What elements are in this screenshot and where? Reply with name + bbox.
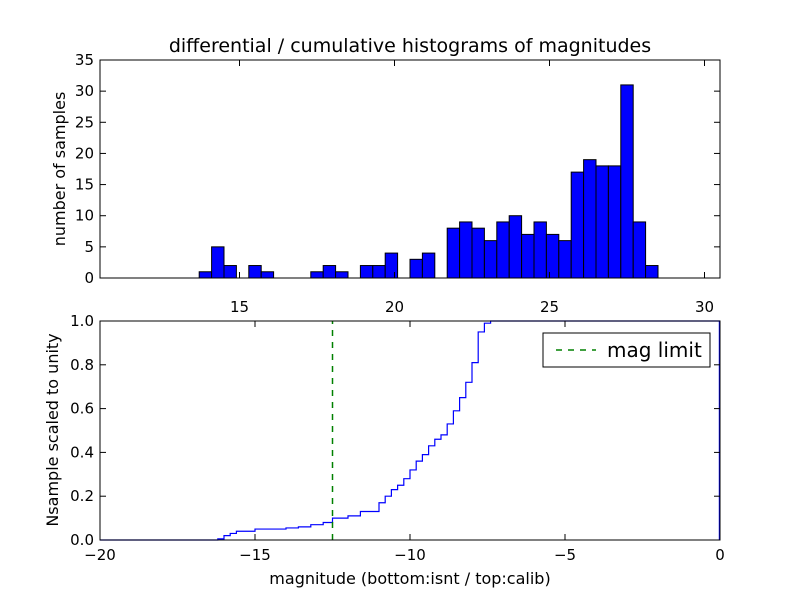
x-tick-label: 20 (385, 298, 404, 316)
histogram-bar (508, 215, 523, 279)
histogram-bar (421, 252, 436, 279)
histogram-bar (372, 265, 386, 279)
bottom-y-ticks: 0.0 0.2 0.4 0.6 0.8 1.0 (70, 312, 720, 549)
histogram-bars (198, 84, 659, 279)
histogram-bar (310, 271, 324, 279)
histogram-bar (545, 233, 560, 279)
histogram-bar (335, 271, 349, 279)
histogram-bar (632, 221, 647, 279)
histogram-bar (607, 165, 622, 279)
y-tick-label: 35 (75, 51, 94, 69)
x-tick-label: −10 (394, 546, 426, 564)
x-tick-label: −20 (84, 546, 116, 564)
chart-title: differential / cumulative histograms of … (169, 35, 651, 57)
histogram-bar (198, 271, 213, 279)
x-tick-label: 0 (715, 546, 725, 564)
y-tick-label: 0 (84, 269, 94, 287)
histogram-bar (583, 159, 597, 279)
x-tick-label: −15 (239, 546, 271, 564)
histogram-bar (322, 265, 337, 279)
histogram-bar (521, 233, 535, 279)
histogram-bar (446, 227, 461, 279)
bottom-x-axis-label: magnitude (bottom:isnt / top:calib) (269, 569, 550, 588)
top-y-ticks: 0 5 10 15 20 25 30 35 (75, 51, 720, 287)
y-tick-label: 1.0 (70, 312, 94, 330)
y-tick-label: 0.8 (70, 356, 94, 374)
y-tick-label: 0.6 (70, 400, 94, 418)
x-tick-label: 30 (695, 298, 714, 316)
y-tick-label: 5 (84, 238, 94, 256)
histogram-bar (211, 246, 225, 279)
histogram-bar (483, 240, 498, 279)
histogram-bar (223, 265, 237, 279)
y-tick-label: 20 (75, 144, 94, 162)
top-axes-frame (99, 59, 721, 279)
y-tick-label: 10 (75, 207, 94, 225)
histogram-bar (533, 221, 547, 279)
histogram-bar (570, 171, 585, 279)
bottom-x-ticks: −20 −15 −10 −5 0 (84, 321, 725, 564)
histogram-bar (645, 265, 659, 279)
histogram-bar (409, 258, 423, 279)
histogram-bar (471, 227, 485, 279)
legend-label: mag limit (607, 338, 702, 362)
y-tick-label: 0.2 (70, 487, 94, 505)
histogram-bar (260, 271, 275, 279)
cumulative-step-line (100, 320, 720, 541)
histogram-bar (620, 84, 634, 279)
histogram-bar (595, 165, 609, 279)
y-tick-label: 15 (75, 176, 94, 194)
legend: mag limit (542, 332, 711, 368)
x-tick-label: −5 (554, 546, 576, 564)
top-y-axis-label: number of samples (50, 92, 69, 247)
top-histogram-panel: differential / cumulative histograms of … (50, 35, 721, 316)
y-tick-label: 30 (75, 82, 94, 100)
y-tick-label: 25 (75, 113, 94, 131)
bottom-cumulative-panel: −20 −15 −10 −5 0 0.0 0.2 0.4 0.6 0.8 1.0 Nsample … (43, 312, 725, 588)
top-x-ticks: 15 20 25 30 (230, 60, 714, 316)
x-tick-label: 25 (540, 298, 559, 316)
y-tick-label: 0.4 (70, 443, 94, 461)
histogram-bar (359, 265, 374, 279)
histogram-bar (248, 265, 262, 279)
histogram-bar (459, 221, 473, 279)
x-tick-label: 15 (230, 298, 249, 316)
y-tick-label: 0.0 (70, 531, 94, 549)
histogram-bar (496, 221, 510, 279)
bottom-y-axis-label: Nsample scaled to unity (43, 333, 62, 526)
histogram-bar (384, 252, 399, 279)
histogram-bar (558, 240, 572, 279)
